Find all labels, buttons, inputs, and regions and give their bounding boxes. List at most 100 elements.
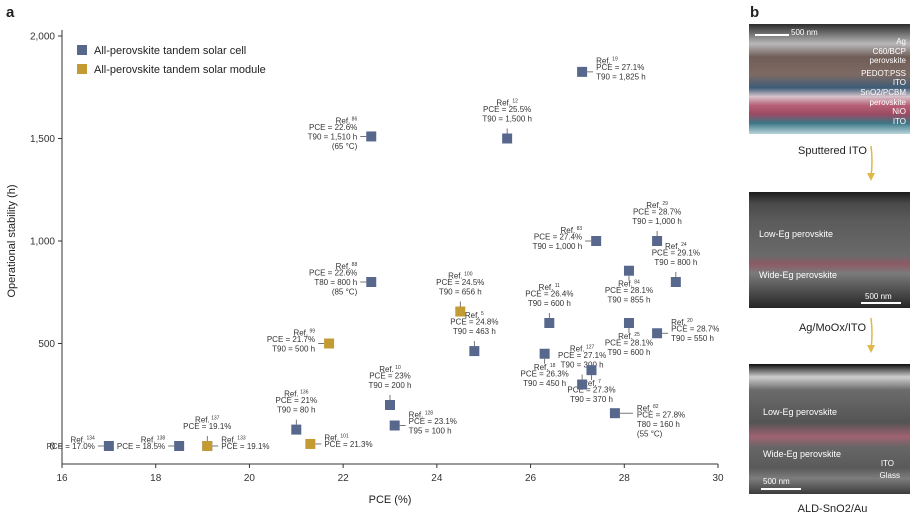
panel-a-label: a — [6, 4, 15, 21]
point-label-line: Ref. — [618, 332, 633, 341]
point-label: Ref. 128 PCE = 23.1% T95 = 100 h — [409, 410, 457, 435]
ref-superscript: 86 — [350, 116, 357, 122]
point-label-line: T90 = 855 h — [608, 296, 651, 305]
scale-label: 500 nm — [865, 292, 892, 301]
point-label-line: Ref. — [324, 433, 339, 442]
ref-superscript: 11 — [553, 283, 560, 289]
ref-superscript: 82 — [652, 404, 659, 410]
point-label-line: PCE = 28.7% — [633, 208, 681, 217]
point-label: Ref. 138 PCE = 18.5% — [117, 436, 165, 452]
data-point — [623, 318, 634, 328]
data-point — [652, 236, 663, 246]
point-label-line: Ref. — [336, 116, 351, 125]
data-point — [469, 346, 480, 357]
scale-label: 500 nm — [763, 477, 790, 486]
point-label: Ref. 19 PCE = 27.1% T90 = 1,825 h — [596, 57, 646, 82]
x-tick-label: 20 — [244, 473, 256, 484]
point-label-line: Ref. — [336, 262, 351, 271]
data-point — [586, 365, 597, 376]
point-label-line: Ref. — [221, 436, 236, 445]
point-label-line: PCE = 24.5% — [436, 278, 484, 287]
point-label-line: PCE = 18.5% — [117, 442, 165, 451]
point-label-line: PCE = 21% — [275, 396, 317, 405]
point-label-line: PCE = 27.3% — [567, 386, 615, 395]
y-tick-label: 0 — [49, 442, 55, 453]
ref-superscript: 84 — [633, 280, 640, 286]
point-label-line: Ref. — [671, 318, 686, 327]
ref-superscript: 128 — [423, 410, 433, 416]
point-label-line: T90 = 656 h — [439, 288, 482, 297]
x-tick-label: 30 — [712, 473, 724, 484]
point-label-line: Ref. — [141, 436, 156, 445]
ref-superscript: 100 — [463, 272, 473, 278]
point-label-line: PCE = 21.3% — [324, 440, 372, 449]
point-annotations: Ref. 134 PCE = 17.0%Ref. 138 PCE = 18.5%Re… — [47, 57, 720, 451]
point-label: Ref. 136 PCE = 21% T90 = 80 h — [275, 390, 317, 415]
point-label-line: T90 = 463 h — [453, 327, 496, 336]
point-label-line: Ref. — [534, 363, 549, 372]
point-label-line: T90 = 450 h — [523, 379, 566, 388]
point-label-line: T90 = 200 h — [369, 381, 412, 390]
low-eg-label: Low-Eg perovskite — [759, 229, 834, 239]
ito-label: ITO — [880, 459, 894, 468]
point-label: Ref. 83 PCE = 27.4% T90 = 1,000 h — [533, 226, 583, 251]
layer-label: SnO2/PCBM — [860, 87, 906, 97]
data-point — [305, 438, 316, 449]
point-label-line: Ref. — [637, 404, 652, 413]
caption-ag-moox-ito: Ag/MoOx/ITO — [798, 322, 867, 334]
y-tick-label: 500 — [38, 339, 55, 350]
point-label-line: PCE = 17.0% — [47, 442, 95, 451]
point-label-line: Ref. — [284, 390, 299, 399]
y-tick-label: 2,000 — [30, 32, 55, 43]
layer-label: NiO — [892, 107, 906, 117]
y-tick-label: 1,500 — [30, 134, 55, 145]
point-label: Ref. 10 PCE = 23% T90 = 200 h — [369, 365, 412, 390]
ref-superscript: 133 — [236, 436, 246, 442]
ref-superscript: 10 — [394, 365, 401, 371]
point-label-line: T90 = 1,510 h — [308, 132, 358, 141]
data-point — [174, 441, 185, 451]
point-label: Ref. 99 PCE = 21.7% T90 = 500 h — [267, 328, 315, 353]
ref-superscript: 19 — [611, 57, 618, 63]
legend-label: All-perovskite tandem solar module — [94, 64, 266, 76]
point-label-line: T90 = 550 h — [671, 334, 714, 343]
ref-superscript: 138 — [155, 436, 165, 442]
layer-labels: Ag C60/BCP perovskite PEDOT:PSS ITO SnO2… — [860, 37, 906, 126]
ref-superscript: 5 — [480, 311, 484, 317]
point-label-line: PCE = 23% — [369, 372, 411, 381]
data-point — [652, 328, 663, 339]
data-point — [324, 338, 335, 349]
point-label-line: Ref. — [582, 379, 597, 388]
data-point — [103, 441, 114, 451]
point-label-line: T80 = 160 h — [637, 420, 680, 429]
legend-swatch — [77, 64, 87, 74]
point-label-line: T90 = 600 h — [608, 348, 651, 357]
chart-legend: All-perovskite tandem solar cell All-pero… — [77, 45, 266, 76]
point-label-line: Ref. — [293, 328, 308, 337]
sem-image-ald-sno2-au: Low-Eg perovskite Wide-Eg perovskite ITO… — [749, 364, 910, 494]
point-label-line: T90 = 80 h — [277, 406, 315, 415]
layer-label: ITO — [892, 78, 906, 88]
point-label: Ref. 20 PCE = 28.7% T90 = 550 h — [671, 318, 719, 343]
point-label: Ref. 82 PCE = 27.8% T80 = 160 h (55 °C) — [637, 404, 685, 439]
point-label-line: Ref. — [465, 311, 480, 320]
scale-bar — [761, 488, 801, 490]
stability-scatter-chart: 0 500 1,000 1,500 2,000 16 18 20 22 24 26 28 30 PCE (… — [6, 30, 724, 506]
point-label: Ref. 88 PCE = 22.6% T80 = 800 h (85 °C) — [309, 262, 358, 297]
point-label-line: PCE = 27.8% — [637, 411, 685, 420]
ref-superscript: 12 — [511, 99, 518, 105]
point-label-line: Ref. — [646, 201, 661, 210]
point-label-line: T90 = 800 h — [654, 258, 697, 267]
scale-label: 500 nm — [791, 28, 818, 37]
point-label: Ref. 133 PCE = 19.1% — [221, 436, 269, 452]
point-label-line: Ref. — [409, 410, 424, 419]
ref-superscript: 127 — [585, 345, 595, 351]
point-label: Ref. 100 PCE = 24.5% T90 = 656 h — [436, 272, 484, 297]
panel-b-label: b — [750, 4, 760, 21]
point-label-line: PCE = 26.3% — [521, 369, 569, 378]
point-label-line: (65 °C) — [332, 142, 358, 151]
wide-eg-label: Wide-Eg perovskite — [759, 270, 838, 280]
ref-superscript: 25 — [633, 332, 640, 338]
scale-bar — [861, 302, 901, 304]
legend-label: All-perovskite tandem solar cell — [94, 45, 246, 57]
